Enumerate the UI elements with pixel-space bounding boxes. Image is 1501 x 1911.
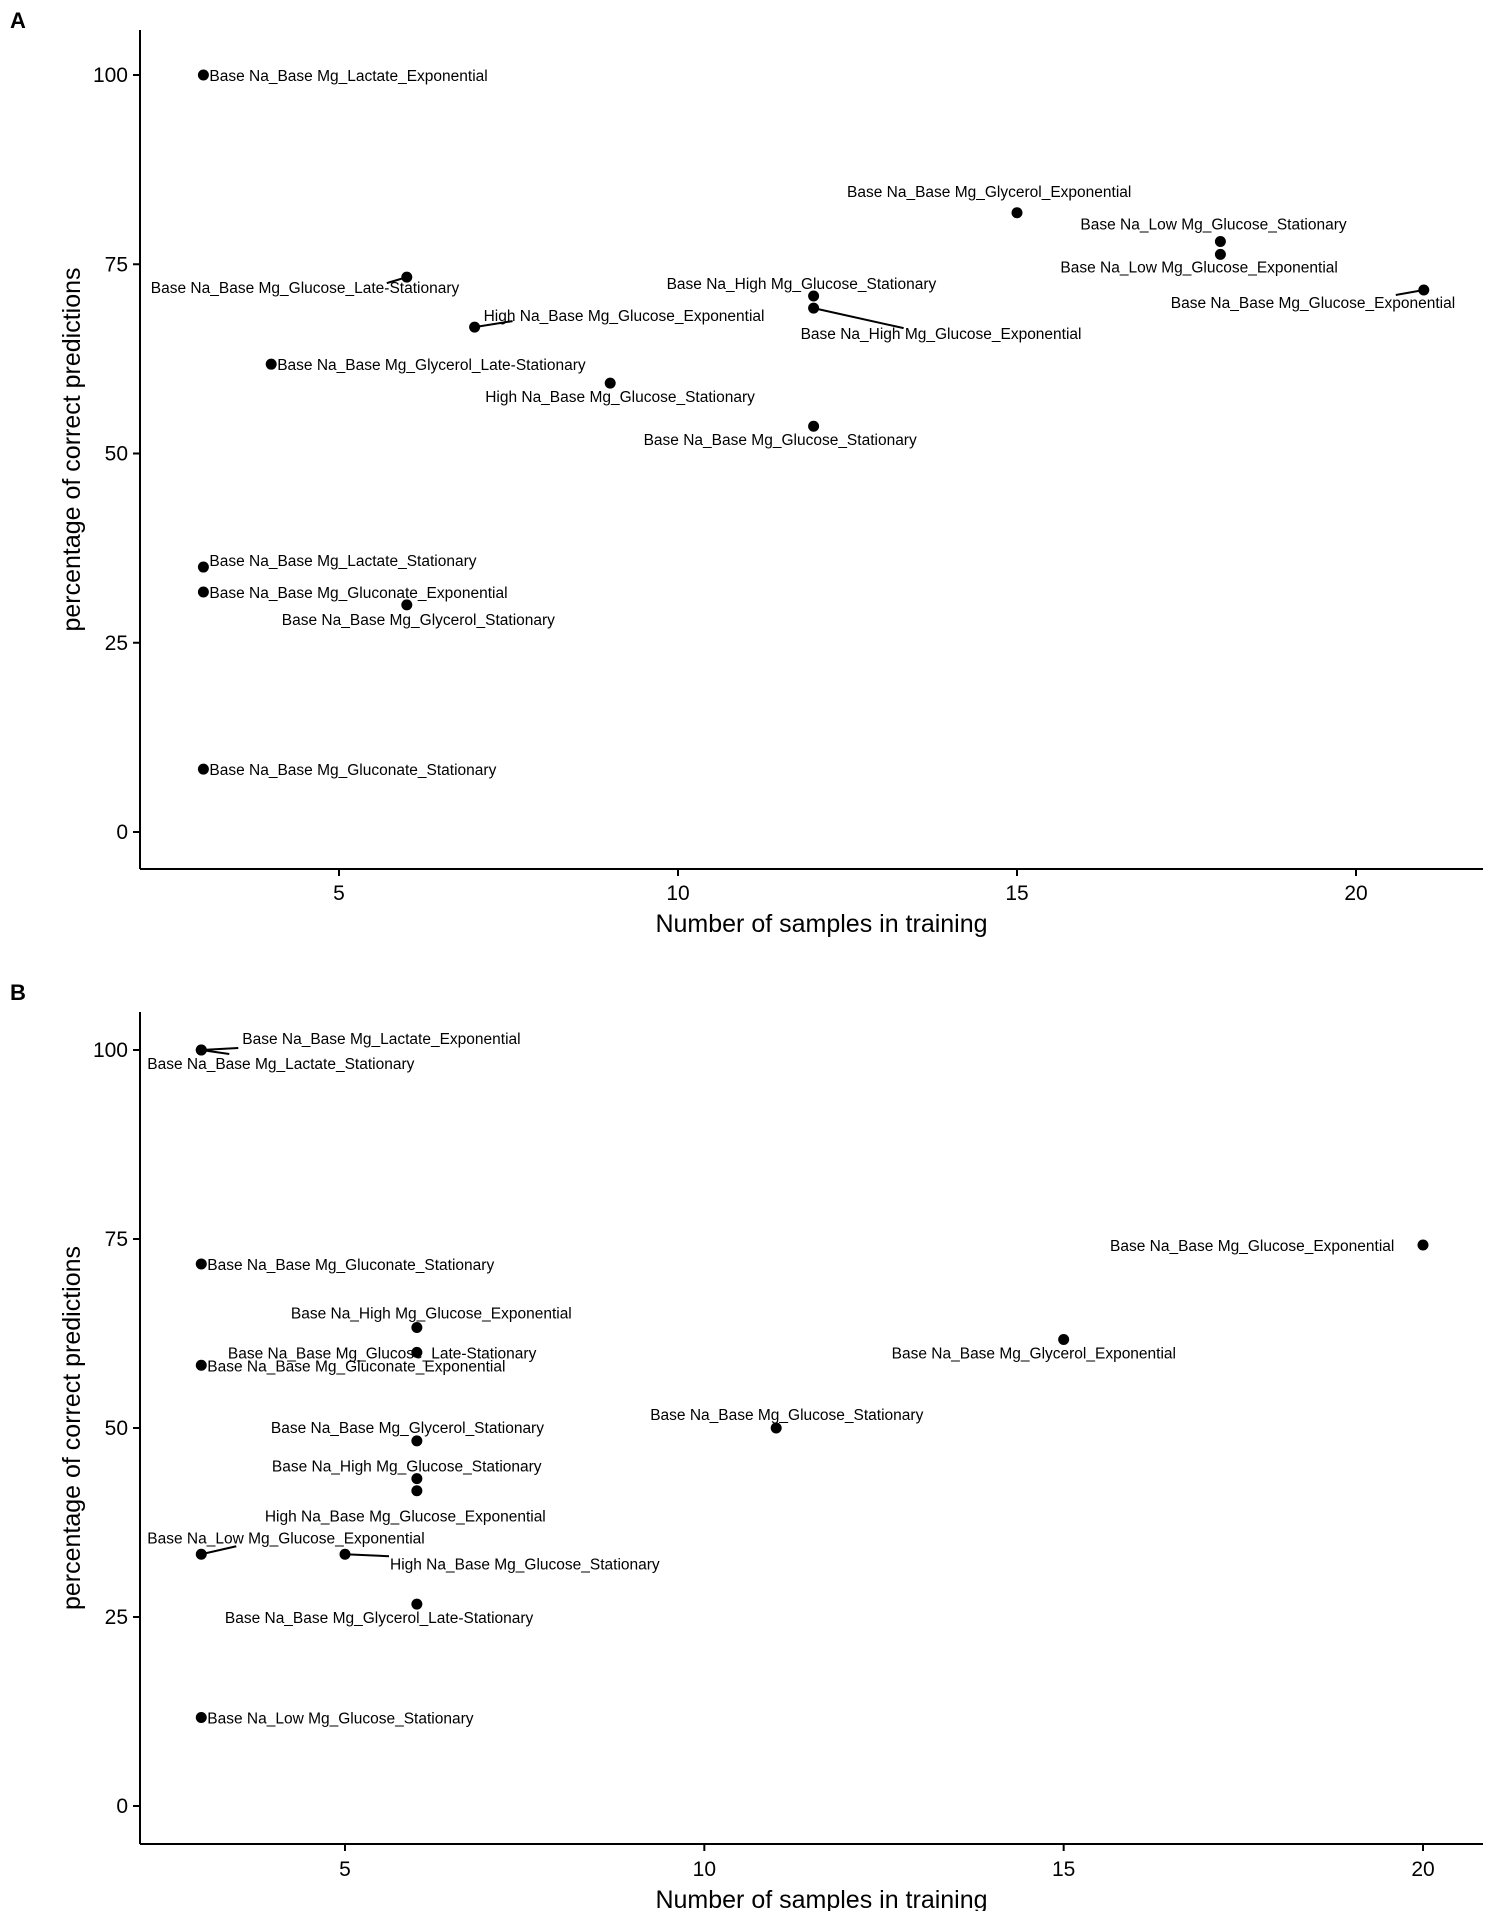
data-point <box>469 321 481 333</box>
data-point <box>1417 1239 1429 1251</box>
data-point <box>411 1346 423 1358</box>
data-point-label: Base Na_High Mg_Glucose_Stationary <box>667 276 937 293</box>
y-axis-title: percentage of correct predictions <box>58 1246 86 1610</box>
x-tick-label: 10 <box>666 882 689 905</box>
y-tick-label: 100 <box>93 1039 128 1062</box>
data-point-label: Base Na_Base Mg_Glucose_Exponential <box>1110 1238 1394 1255</box>
y-axis-title: percentage of correct predictions <box>58 267 86 631</box>
data-point-label: Base Na_Base Mg_Lactate_Stationary <box>209 553 476 570</box>
data-point <box>339 1548 351 1560</box>
data-point-label: Base Na_Base Mg_Glycerol_Exponential <box>892 1346 1176 1363</box>
panel-letter: A <box>10 8 26 33</box>
data-point <box>604 377 616 389</box>
data-point <box>265 358 277 370</box>
y-tick-label: 0 <box>116 1795 128 1818</box>
x-tick-label: 20 <box>1344 882 1367 905</box>
x-axis-title: Number of samples in training <box>655 910 987 938</box>
data-point-label: Base Na_Base Mg_Lactate_Exponential <box>209 68 487 85</box>
data-point <box>197 69 209 81</box>
data-point <box>411 1473 423 1485</box>
data-point-label: Base Na_Base Mg_Glucose_Stationary <box>644 432 917 449</box>
data-point-label: Base Na_Base Mg_Gluconate_Exponential <box>207 1358 505 1375</box>
x-tick-label: 15 <box>1005 882 1028 905</box>
data-point-label: Base Na_Base Mg_Gluconate_Stationary <box>207 1257 494 1274</box>
panel-letter: B <box>10 980 26 1005</box>
data-point-label: Base Na_Low Mg_Glucose_Exponential <box>1060 259 1337 276</box>
data-point <box>770 1422 782 1434</box>
x-tick-label: 10 <box>693 1858 716 1881</box>
data-point <box>808 302 820 314</box>
data-point-label: Base Na_Low Mg_Glucose_Exponential <box>147 1530 424 1547</box>
data-point <box>411 1321 423 1333</box>
label-leader-line <box>474 320 513 329</box>
data-point-label: Base Na_Low Mg_Glucose_Stationary <box>1080 217 1346 234</box>
label-leader-line <box>201 1545 237 1556</box>
data-point <box>411 1485 423 1497</box>
data-point <box>1011 207 1023 219</box>
data-point <box>1214 236 1226 248</box>
data-point-label: Base Na_Base Mg_Glucose_Late-Stationary <box>228 1345 537 1362</box>
y-tick-label: 75 <box>105 253 128 276</box>
data-point-label: Base Na_Base Mg_Glycerol_Stationary <box>271 1420 544 1437</box>
y-tick-label: 50 <box>105 443 128 466</box>
data-point <box>808 420 820 432</box>
data-point-label: Base Na_Base Mg_Glycerol_Exponential <box>847 184 1131 201</box>
x-tick-label: 5 <box>333 882 345 905</box>
data-point-label: Base Na_Base Mg_Glycerol_Late-Stationary <box>277 357 586 374</box>
data-point-label: Base Na_Base Mg_Glycerol_Stationary <box>282 612 555 629</box>
data-point-label: Base Na_Base Mg_Glucose_Stationary <box>650 1407 923 1424</box>
data-point-label: Base Na_Base Mg_Glucose_Late-Stationary <box>151 280 460 297</box>
data-point-label: Base Na_High Mg_Glucose_Stationary <box>272 1459 542 1476</box>
x-tick-label: 20 <box>1411 1858 1434 1881</box>
data-point-label: High Na_Base Mg_Glucose_Stationary <box>390 1556 660 1573</box>
data-point-label: Base Na_Base Mg_Gluconate_Exponential <box>209 585 507 602</box>
data-point-label: Base Na_Base Mg_Lactate_Exponential <box>242 1031 520 1048</box>
data-point <box>197 763 209 775</box>
label-leader-line <box>344 1553 390 1558</box>
label-leader-line <box>813 307 904 330</box>
y-tick-label: 25 <box>105 632 128 655</box>
x-tick-label: 15 <box>1052 1858 1075 1881</box>
data-point-label: High Na_Base Mg_Glucose_Exponential <box>265 1509 546 1526</box>
data-point <box>195 1548 207 1560</box>
data-point <box>1058 1334 1070 1346</box>
panel-A: A 5 10 15 20 0 25 50 75 100 Number of samples in t… <box>10 8 1483 938</box>
y-tick-label: 50 <box>105 1417 128 1440</box>
data-point <box>411 1598 423 1610</box>
data-point-label: Base Na_Base Mg_Lactate_Stationary <box>147 1056 414 1073</box>
data-point <box>197 561 209 573</box>
data-point <box>195 1712 207 1724</box>
data-point <box>195 1359 207 1371</box>
data-point <box>195 1258 207 1270</box>
label-leader-line <box>201 1047 239 1051</box>
y-tick-label: 0 <box>116 821 128 844</box>
data-point-label: Base Na_Base Mg_Glucose_Exponential <box>1171 295 1455 312</box>
y-tick-label: 100 <box>93 64 128 87</box>
data-point <box>1214 248 1226 260</box>
data-point <box>197 586 209 598</box>
data-point <box>1418 284 1430 296</box>
data-point-label: Base Na_Low Mg_Glucose_Stationary <box>207 1711 473 1728</box>
x-tick-label: 5 <box>339 1858 351 1881</box>
data-point <box>411 1435 423 1447</box>
data-point <box>401 271 413 283</box>
data-point-label: High Na_Base Mg_Glucose_Exponential <box>484 308 765 325</box>
data-point <box>195 1044 207 1056</box>
x-axis-title: Number of samples in training <box>655 1886 987 1911</box>
data-point-label: Base Na_Base Mg_Gluconate_Stationary <box>209 762 496 779</box>
y-tick-label: 75 <box>105 1228 128 1251</box>
data-point-label: High Na_Base Mg_Glucose_Stationary <box>485 389 755 406</box>
panel-B: B 5 10 15 20 0 25 50 75 100 Number of samples in t… <box>10 980 1483 1911</box>
data-point <box>808 290 820 302</box>
data-point-label: Base Na_Base Mg_Glycerol_Late-Stationary <box>225 1610 534 1627</box>
data-point-label: Base Na_High Mg_Glucose_Exponential <box>801 326 1082 343</box>
y-tick-label: 25 <box>105 1606 128 1629</box>
data-point <box>401 599 413 611</box>
data-point-label: Base Na_High Mg_Glucose_Exponential <box>291 1305 572 1322</box>
